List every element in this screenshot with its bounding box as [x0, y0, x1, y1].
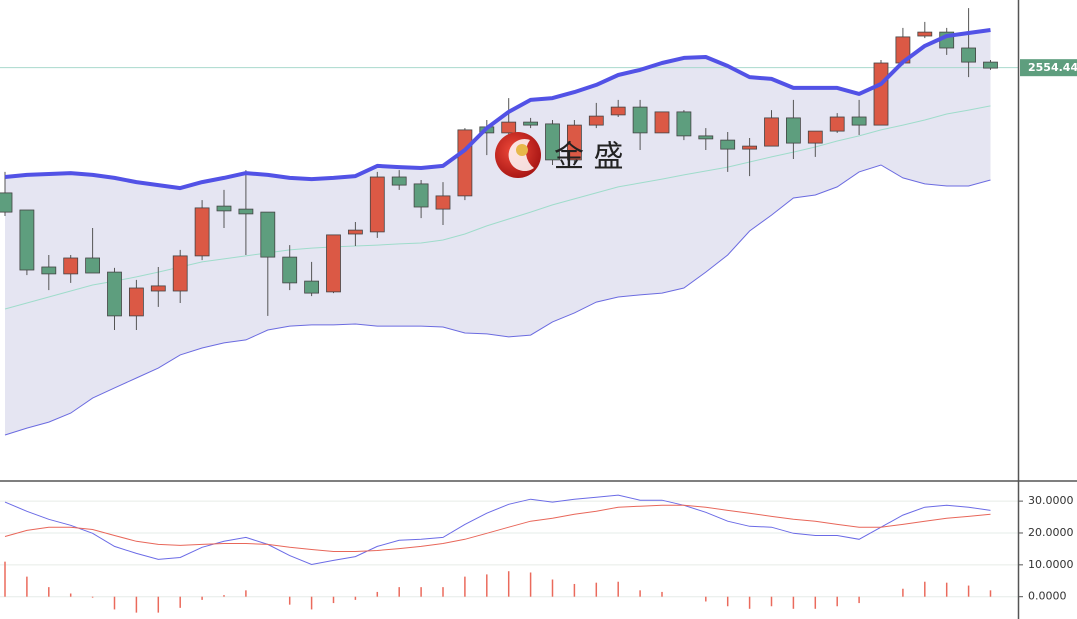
candle-body	[150, 285, 166, 292]
candle-body	[720, 139, 736, 150]
candle-body	[457, 129, 473, 197]
candle-body	[391, 176, 407, 186]
y-tick-label: 30.0000	[1028, 494, 1074, 507]
logo-dot	[516, 144, 528, 156]
candle-body	[742, 145, 757, 150]
lower-band	[4, 164, 991, 436]
candle-body	[0, 192, 13, 213]
candle-body	[41, 266, 57, 275]
candle-body	[216, 205, 232, 212]
candle-body	[194, 207, 210, 257]
candle-body	[238, 208, 254, 215]
candle-body	[545, 123, 560, 161]
middle-band	[4, 105, 991, 310]
candle-body	[764, 117, 779, 147]
watermark: 金 盛	[495, 132, 624, 178]
price-label: 2554.440	[1028, 61, 1077, 74]
candle-body	[961, 47, 976, 63]
candle-body	[654, 111, 670, 134]
candle-body	[85, 257, 100, 274]
y-tick-label: 20.0000	[1028, 526, 1074, 539]
candle-body	[610, 106, 626, 116]
candle-body	[435, 195, 451, 210]
candle-body	[501, 121, 517, 134]
candle-body	[698, 135, 714, 140]
candle-body	[304, 280, 320, 294]
candle-body	[588, 115, 604, 126]
y-tick-label: 10.0000	[1028, 558, 1074, 571]
indicator-line	[4, 504, 991, 552]
y-tick-label: 0.0000	[1028, 590, 1067, 603]
candle-body	[873, 62, 889, 126]
candle-body	[676, 111, 692, 137]
candle-body	[19, 209, 35, 271]
candle-body	[917, 31, 933, 37]
candle-body	[851, 116, 867, 126]
price-label-box	[1020, 59, 1077, 77]
candle-body	[172, 255, 188, 292]
candle-body	[369, 176, 385, 233]
candle-body	[107, 271, 122, 317]
watermark-text: 金 盛	[554, 140, 624, 175]
candle-body	[260, 211, 276, 258]
upper-band	[4, 28, 991, 191]
candle-body	[128, 287, 144, 317]
indicator-line	[4, 494, 991, 566]
candle-body	[983, 61, 998, 69]
candle-body	[413, 183, 429, 208]
candle-body	[786, 117, 801, 144]
candle-body	[347, 229, 363, 235]
candle-body	[567, 124, 582, 161]
candle-body	[523, 121, 538, 126]
band-area	[5, 30, 991, 435]
candle-body	[326, 234, 341, 293]
candle-body	[829, 116, 845, 132]
candle-body	[63, 257, 79, 275]
candle-body	[282, 256, 298, 284]
plot	[0, 8, 1018, 613]
candle-body	[632, 106, 648, 134]
candle-body	[807, 130, 823, 144]
